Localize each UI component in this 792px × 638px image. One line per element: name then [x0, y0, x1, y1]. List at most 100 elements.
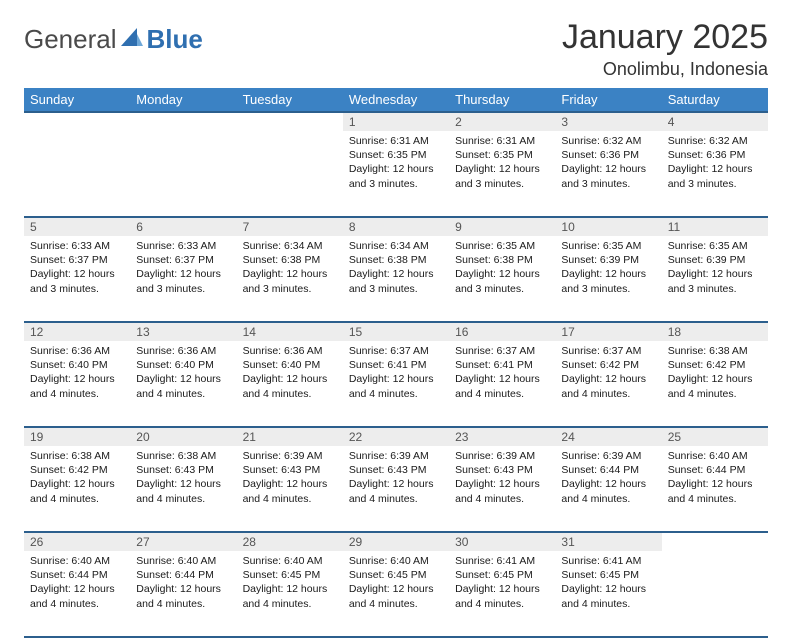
day-number-cell: 27: [130, 532, 236, 551]
weekday-header: Thursday: [449, 88, 555, 112]
brand-triangle-icon: [121, 28, 143, 51]
day-number-row: 567891011: [24, 217, 768, 236]
header: General Blue January 2025 Onolimbu, Indo…: [24, 18, 768, 80]
day-details: Sunrise: 6:37 AMSunset: 6:42 PMDaylight:…: [555, 341, 661, 407]
day-number-cell: 12: [24, 322, 130, 341]
day-details: Sunrise: 6:36 AMSunset: 6:40 PMDaylight:…: [130, 341, 236, 407]
day-body-cell: Sunrise: 6:41 AMSunset: 6:45 PMDaylight:…: [449, 551, 555, 637]
day-body-cell: [130, 131, 236, 217]
day-number-cell: 21: [237, 427, 343, 446]
day-body-cell: Sunrise: 6:31 AMSunset: 6:35 PMDaylight:…: [449, 131, 555, 217]
day-body-cell: Sunrise: 6:33 AMSunset: 6:37 PMDaylight:…: [130, 236, 236, 322]
day-details: Sunrise: 6:37 AMSunset: 6:41 PMDaylight:…: [449, 341, 555, 407]
day-number-cell: 31: [555, 532, 661, 551]
day-number-cell: 3: [555, 112, 661, 131]
day-details: Sunrise: 6:32 AMSunset: 6:36 PMDaylight:…: [555, 131, 661, 197]
day-body-cell: Sunrise: 6:40 AMSunset: 6:45 PMDaylight:…: [237, 551, 343, 637]
day-number-cell: 7: [237, 217, 343, 236]
day-number-cell: 29: [343, 532, 449, 551]
day-body-cell: [24, 131, 130, 217]
day-body-cell: Sunrise: 6:32 AMSunset: 6:36 PMDaylight:…: [555, 131, 661, 217]
day-details: Sunrise: 6:39 AMSunset: 6:44 PMDaylight:…: [555, 446, 661, 512]
day-number-cell: [237, 112, 343, 131]
day-body-cell: Sunrise: 6:39 AMSunset: 6:43 PMDaylight:…: [237, 446, 343, 532]
day-body-cell: Sunrise: 6:41 AMSunset: 6:45 PMDaylight:…: [555, 551, 661, 637]
day-body-cell: Sunrise: 6:36 AMSunset: 6:40 PMDaylight:…: [24, 341, 130, 427]
day-body-cell: Sunrise: 6:36 AMSunset: 6:40 PMDaylight:…: [130, 341, 236, 427]
day-body-cell: Sunrise: 6:37 AMSunset: 6:41 PMDaylight:…: [343, 341, 449, 427]
day-details: Sunrise: 6:36 AMSunset: 6:40 PMDaylight:…: [24, 341, 130, 407]
day-body-row: Sunrise: 6:40 AMSunset: 6:44 PMDaylight:…: [24, 551, 768, 637]
day-body-cell: Sunrise: 6:37 AMSunset: 6:42 PMDaylight:…: [555, 341, 661, 427]
day-body-cell: Sunrise: 6:35 AMSunset: 6:39 PMDaylight:…: [662, 236, 768, 322]
day-number-row: 12131415161718: [24, 322, 768, 341]
day-number-cell: 10: [555, 217, 661, 236]
day-details: Sunrise: 6:40 AMSunset: 6:44 PMDaylight:…: [130, 551, 236, 617]
day-body-cell: Sunrise: 6:33 AMSunset: 6:37 PMDaylight:…: [24, 236, 130, 322]
day-details: Sunrise: 6:34 AMSunset: 6:38 PMDaylight:…: [343, 236, 449, 302]
day-body-row: Sunrise: 6:38 AMSunset: 6:42 PMDaylight:…: [24, 446, 768, 532]
day-body-cell: Sunrise: 6:35 AMSunset: 6:38 PMDaylight:…: [449, 236, 555, 322]
day-details: Sunrise: 6:41 AMSunset: 6:45 PMDaylight:…: [555, 551, 661, 617]
day-body-cell: [237, 131, 343, 217]
day-number-cell: 17: [555, 322, 661, 341]
day-number-cell: 18: [662, 322, 768, 341]
location-label: Onolimbu, Indonesia: [562, 59, 768, 80]
day-number-row: 262728293031: [24, 532, 768, 551]
day-number-cell: 16: [449, 322, 555, 341]
day-number-cell: 9: [449, 217, 555, 236]
weekday-header: Wednesday: [343, 88, 449, 112]
day-details: Sunrise: 6:38 AMSunset: 6:42 PMDaylight:…: [662, 341, 768, 407]
day-number-cell: 11: [662, 217, 768, 236]
day-details: Sunrise: 6:40 AMSunset: 6:44 PMDaylight:…: [24, 551, 130, 617]
day-details: Sunrise: 6:33 AMSunset: 6:37 PMDaylight:…: [24, 236, 130, 302]
day-number-cell: 1: [343, 112, 449, 131]
day-body-cell: Sunrise: 6:36 AMSunset: 6:40 PMDaylight:…: [237, 341, 343, 427]
day-body-cell: Sunrise: 6:32 AMSunset: 6:36 PMDaylight:…: [662, 131, 768, 217]
day-number-cell: 26: [24, 532, 130, 551]
brand-text-blue: Blue: [147, 24, 203, 55]
day-details: Sunrise: 6:38 AMSunset: 6:42 PMDaylight:…: [24, 446, 130, 512]
day-body-cell: Sunrise: 6:40 AMSunset: 6:45 PMDaylight:…: [343, 551, 449, 637]
day-details: Sunrise: 6:40 AMSunset: 6:45 PMDaylight:…: [343, 551, 449, 617]
weekday-header: Sunday: [24, 88, 130, 112]
title-block: January 2025 Onolimbu, Indonesia: [562, 18, 768, 80]
day-details: Sunrise: 6:39 AMSunset: 6:43 PMDaylight:…: [343, 446, 449, 512]
day-body-cell: Sunrise: 6:34 AMSunset: 6:38 PMDaylight:…: [237, 236, 343, 322]
day-details: Sunrise: 6:33 AMSunset: 6:37 PMDaylight:…: [130, 236, 236, 302]
day-details: Sunrise: 6:36 AMSunset: 6:40 PMDaylight:…: [237, 341, 343, 407]
day-details: Sunrise: 6:37 AMSunset: 6:41 PMDaylight:…: [343, 341, 449, 407]
day-number-cell: 13: [130, 322, 236, 341]
brand-logo: General Blue: [24, 18, 203, 55]
day-details: Sunrise: 6:34 AMSunset: 6:38 PMDaylight:…: [237, 236, 343, 302]
day-number-cell: 19: [24, 427, 130, 446]
day-details: Sunrise: 6:35 AMSunset: 6:38 PMDaylight:…: [449, 236, 555, 302]
day-number-cell: 15: [343, 322, 449, 341]
day-number-cell: 30: [449, 532, 555, 551]
day-details: Sunrise: 6:38 AMSunset: 6:43 PMDaylight:…: [130, 446, 236, 512]
month-title: January 2025: [562, 18, 768, 57]
day-body-cell: Sunrise: 6:37 AMSunset: 6:41 PMDaylight:…: [449, 341, 555, 427]
day-number-cell: 24: [555, 427, 661, 446]
day-details: Sunrise: 6:39 AMSunset: 6:43 PMDaylight:…: [449, 446, 555, 512]
calendar-table: Sunday Monday Tuesday Wednesday Thursday…: [24, 88, 768, 638]
day-body-cell: Sunrise: 6:40 AMSunset: 6:44 PMDaylight:…: [130, 551, 236, 637]
day-details: Sunrise: 6:41 AMSunset: 6:45 PMDaylight:…: [449, 551, 555, 617]
day-details: Sunrise: 6:40 AMSunset: 6:45 PMDaylight:…: [237, 551, 343, 617]
day-body-cell: Sunrise: 6:39 AMSunset: 6:44 PMDaylight:…: [555, 446, 661, 532]
day-number-row: 1234: [24, 112, 768, 131]
day-number-cell: 28: [237, 532, 343, 551]
weekday-header: Monday: [130, 88, 236, 112]
day-body-cell: Sunrise: 6:39 AMSunset: 6:43 PMDaylight:…: [449, 446, 555, 532]
day-body-cell: Sunrise: 6:38 AMSunset: 6:42 PMDaylight:…: [662, 341, 768, 427]
day-number-cell: 14: [237, 322, 343, 341]
day-number-cell: [24, 112, 130, 131]
day-number-cell: 6: [130, 217, 236, 236]
day-body-cell: Sunrise: 6:35 AMSunset: 6:39 PMDaylight:…: [555, 236, 661, 322]
day-number-cell: 4: [662, 112, 768, 131]
day-body-row: Sunrise: 6:31 AMSunset: 6:35 PMDaylight:…: [24, 131, 768, 217]
day-body-cell: Sunrise: 6:31 AMSunset: 6:35 PMDaylight:…: [343, 131, 449, 217]
day-number-cell: [662, 532, 768, 551]
weekday-header-row: Sunday Monday Tuesday Wednesday Thursday…: [24, 88, 768, 112]
day-details: Sunrise: 6:31 AMSunset: 6:35 PMDaylight:…: [343, 131, 449, 197]
